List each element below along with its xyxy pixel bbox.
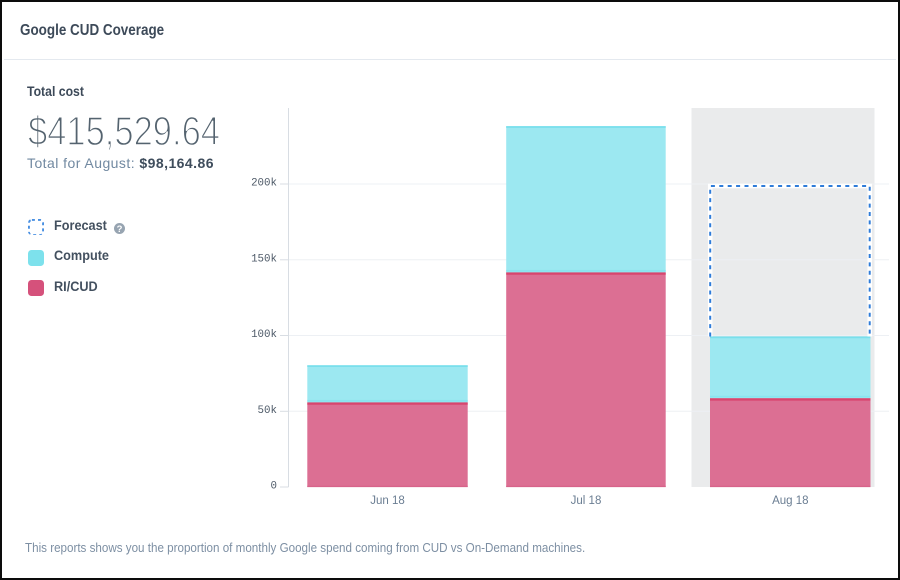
svg-text:50k: 50k <box>258 405 277 417</box>
svg-text:150k: 150k <box>251 253 277 265</box>
svg-text:100k: 100k <box>251 329 277 341</box>
svg-text:0: 0 <box>271 481 277 493</box>
svg-text:Jul 18: Jul 18 <box>571 495 602 507</box>
svg-text:?: ? <box>116 224 122 235</box>
svg-text:$415,529.64: $415,529.64 <box>28 108 220 154</box>
svg-text:200k: 200k <box>251 178 277 190</box>
svg-text:Aug 18: Aug 18 <box>772 495 808 507</box>
svg-text:Jun 18: Jun 18 <box>370 495 405 507</box>
